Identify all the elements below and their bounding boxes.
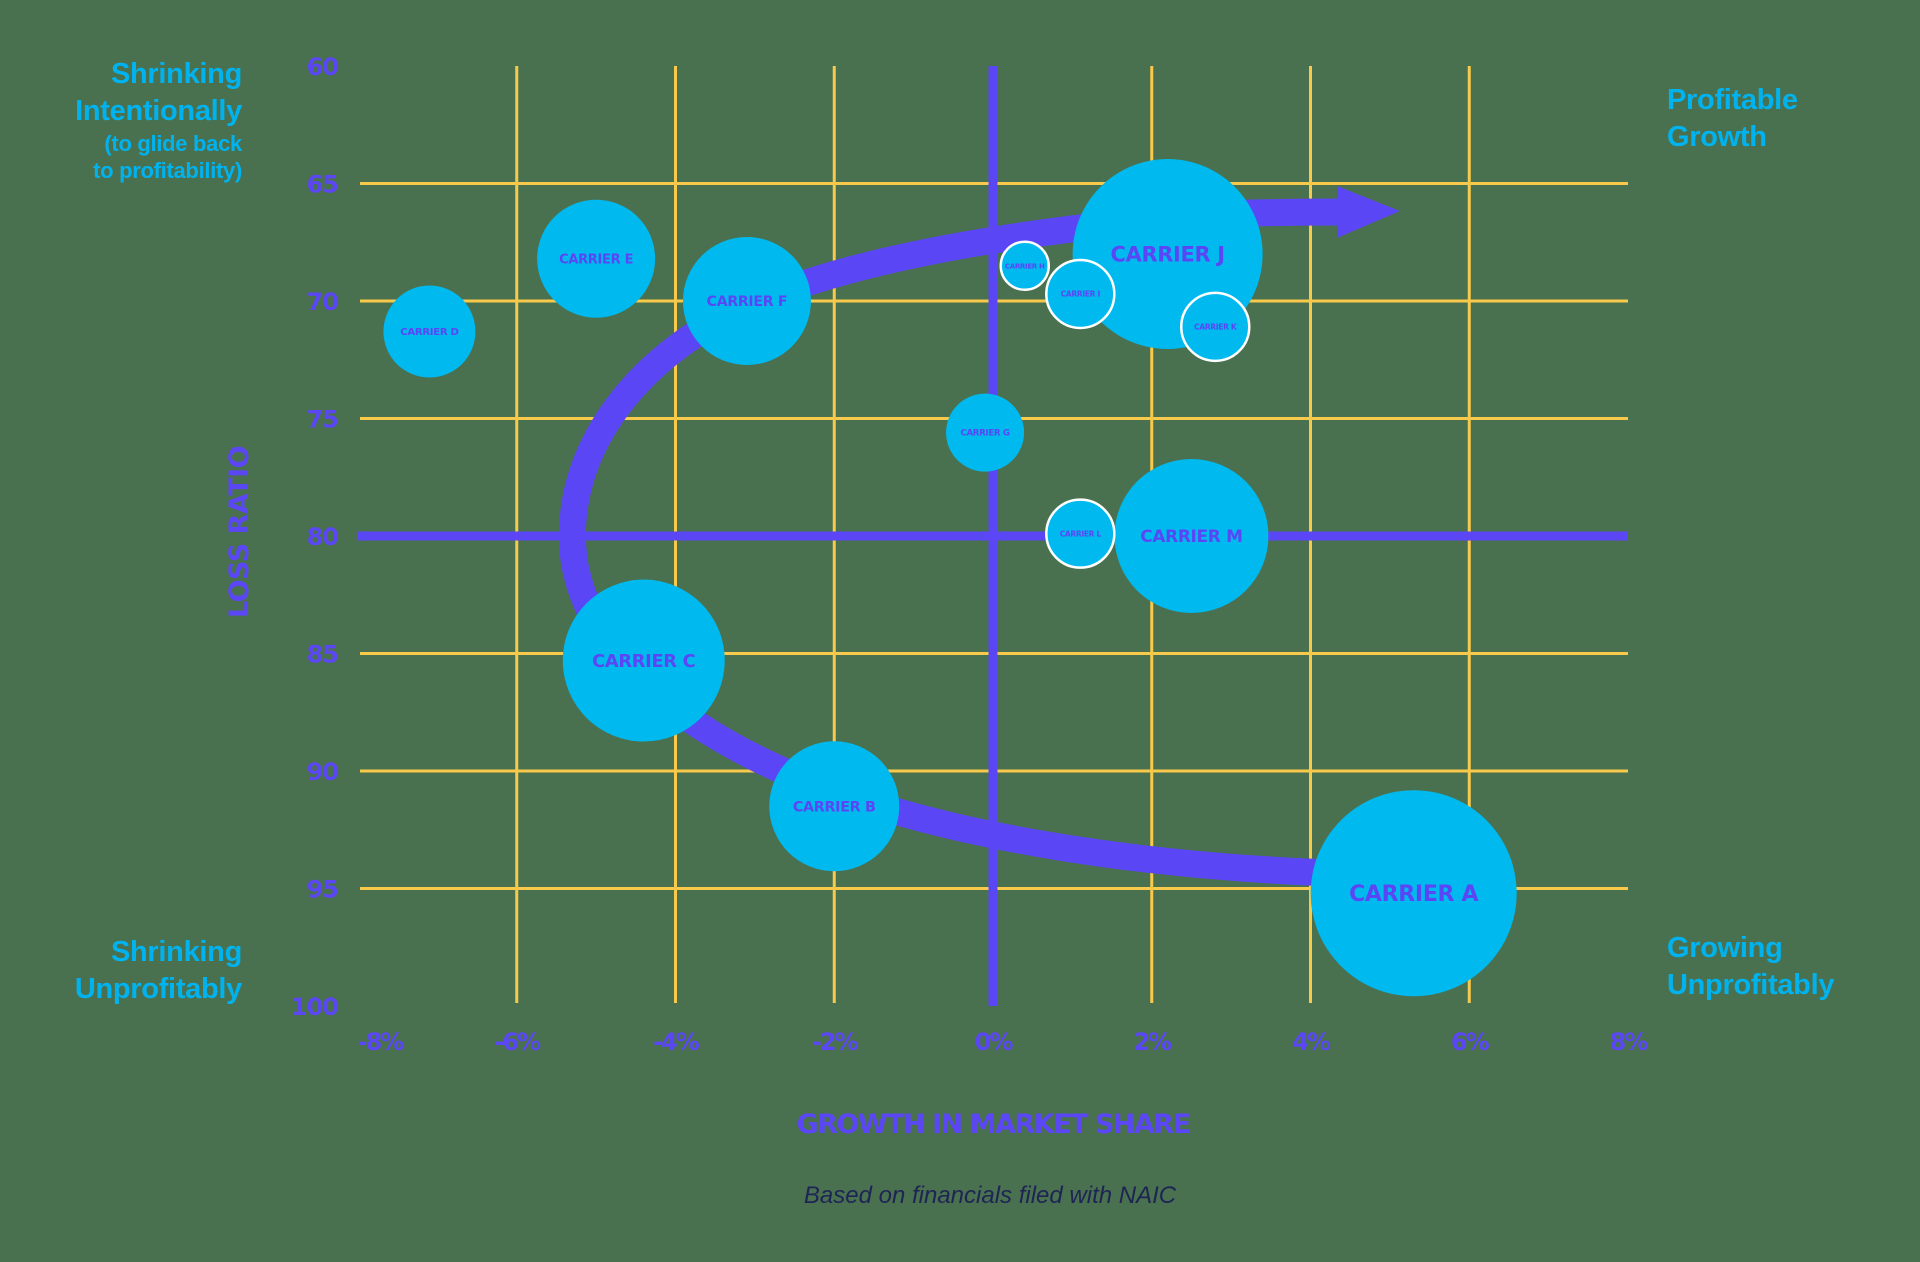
- y-axis-ticks: 60 65 70 75 80 85 90 95 100: [291, 53, 339, 1021]
- bubble-label: CARRIER F: [707, 294, 788, 310]
- bubble-carrier-d: CARRIER D: [383, 285, 476, 378]
- bubble-label: CARRIER M: [1140, 526, 1242, 546]
- x-tick-label: 0%: [975, 1028, 1014, 1056]
- bubble-carrier-b: CARRIER B: [769, 741, 900, 872]
- x-axis-ticks: -8% -6% -4% -2% 0% 2% 4% 6% 8%: [358, 1028, 1651, 1056]
- bubble-carrier-m: CARRIER M: [1114, 459, 1269, 613]
- bubble-label: CARRIER J: [1111, 243, 1225, 267]
- x-tick-label: -4%: [653, 1028, 700, 1056]
- bubble-carrier-h: CARRIER H: [999, 240, 1050, 291]
- quadrant-bl-line2: Unprofitably: [74, 973, 242, 1005]
- quadrant-tr-line1: Profitable: [1667, 84, 1798, 116]
- y-tick-label: 60: [307, 53, 339, 81]
- bubble-label: CARRIER E: [559, 252, 633, 267]
- quadrant-label-profitable-growth: Profitable Growth: [1667, 82, 1798, 156]
- quadrant-br-line1: Growing: [1667, 932, 1783, 964]
- x-tick-label: 2%: [1133, 1028, 1172, 1056]
- bubble-label: CARRIER L: [1060, 529, 1102, 538]
- x-tick-label: 6%: [1451, 1028, 1490, 1056]
- y-tick-label: 75: [307, 406, 339, 434]
- bubble-carrier-f: CARRIER F: [682, 237, 811, 365]
- bubble-label: CARRIER D: [400, 327, 458, 338]
- bubbles: CARRIER A CARRIER B CARRIER C CARRIER D CARR…: [383, 159, 1517, 997]
- bubble-carrier-l: CARRIER L: [1045, 498, 1116, 569]
- bubble-label: CARRIER I: [1061, 290, 1101, 299]
- quadrant-tl-line1: Shrinking: [110, 58, 242, 90]
- bubble-carrier-e: CARRIER E: [537, 199, 656, 318]
- y-tick-label: 85: [307, 641, 339, 669]
- x-tick-label: -6%: [494, 1028, 541, 1056]
- x-tick-label: 4%: [1292, 1028, 1331, 1056]
- bubble-label: CARRIER C: [592, 651, 695, 672]
- quadrant-label-shrinking-intentionally: Shrinking Intentionally (to glide back t…: [75, 56, 242, 184]
- y-tick-label: 95: [307, 876, 339, 904]
- y-tick-label: 100: [291, 993, 338, 1021]
- quadrant-label-growing-unprofitably: Growing Unprofitably: [1667, 930, 1834, 1004]
- quadrant-tl-line2: Intentionally: [75, 95, 242, 127]
- x-tick-label: -8%: [358, 1028, 405, 1056]
- bubble-carrier-a: CARRIER A: [1310, 790, 1517, 997]
- x-tick-label: 8%: [1610, 1028, 1649, 1056]
- quadrant-br-line2: Unprofitably: [1667, 969, 1835, 1001]
- bubble-label: CARRIER K: [1194, 323, 1238, 332]
- x-axis-label: GROWTH IN MARKET SHARE: [796, 1109, 1189, 1140]
- quadrant-tl-sub1: (to glide back: [104, 131, 242, 156]
- y-tick-label: 80: [307, 523, 339, 551]
- bubble-carrier-k: CARRIER K: [1180, 291, 1251, 363]
- bubble-carrier-g: CARRIER G: [946, 393, 1025, 472]
- x-tick-label: -2%: [812, 1028, 859, 1056]
- quadrant-tr-line2: Growth: [1667, 121, 1767, 153]
- bubble-label: CARRIER G: [960, 429, 1009, 439]
- source-caption: Based on financials filed with NAIC: [803, 1182, 1177, 1209]
- bubble-label: CARRIER H: [1005, 262, 1045, 270]
- bubble-label: CARRIER B: [793, 799, 876, 815]
- bubble-label: CARRIER A: [1349, 882, 1478, 907]
- bubble-carrier-c: CARRIER C: [562, 579, 725, 742]
- quadrant-label-shrinking-unprofitably: Shrinking Unprofitably: [75, 934, 242, 1008]
- quadrant-tl-sub2: to profitability): [93, 158, 242, 183]
- y-axis-label: LOSS RATIO: [224, 446, 255, 618]
- y-tick-label: 65: [307, 171, 339, 199]
- y-tick-label: 70: [307, 288, 339, 316]
- bubble-carrier-i: CARRIER I: [1045, 258, 1116, 330]
- arrowhead-icon: [1337, 186, 1400, 238]
- y-tick-label: 90: [307, 758, 339, 786]
- quadrant-bl-line1: Shrinking: [110, 936, 242, 968]
